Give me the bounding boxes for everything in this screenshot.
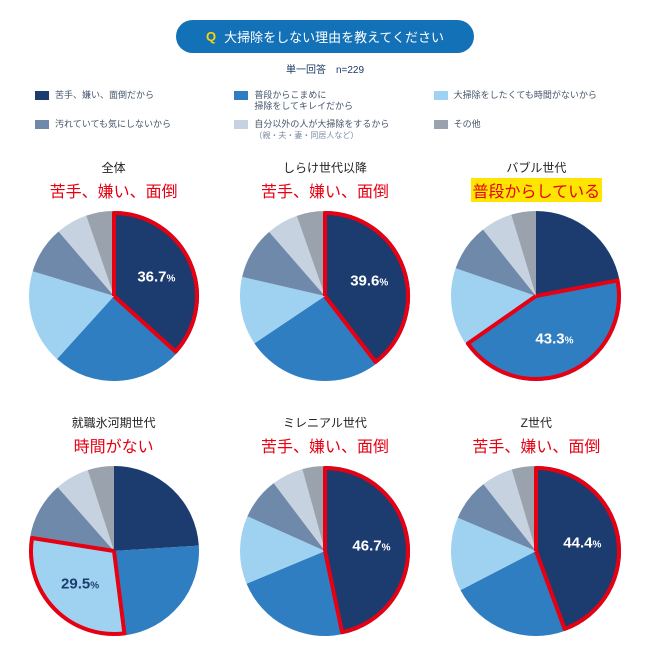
pct-label: 39.6% bbox=[350, 272, 388, 289]
chart-cell: バブル世代普段からしている 43.3% bbox=[438, 159, 635, 386]
legend-label: 普段からこまめに掃除をしてキレイだから bbox=[254, 90, 353, 113]
chart-highlight: 苦手、嫌い、面倒 bbox=[48, 178, 180, 202]
page-title: 大掃除をしない理由を教えてください bbox=[224, 27, 444, 46]
chart-highlight: 普段からしている bbox=[471, 178, 603, 202]
legend-label: 大掃除をしたくても時間がないから bbox=[454, 90, 597, 101]
chart-title: 就職氷河期世代 bbox=[15, 414, 212, 431]
pie-chart: 29.5% bbox=[24, 461, 204, 641]
chart-title: バブル世代 bbox=[438, 159, 635, 176]
legend-swatch bbox=[434, 91, 448, 100]
chart-highlight: 苦手、嫌い、面倒 bbox=[470, 433, 602, 457]
chart-title: ミレニアル世代 bbox=[226, 414, 423, 431]
pie-chart: 46.7% bbox=[235, 461, 415, 641]
legend-label: 自分以外の人が大掃除をするから（親・夫・妻・同居人など） bbox=[254, 119, 389, 142]
legend-item: 苦手、嫌い、面倒だから bbox=[35, 90, 216, 113]
chart-cell: Z世代苦手、嫌い、面倒 44.4% bbox=[438, 414, 635, 641]
pct-label: 43.3% bbox=[535, 331, 573, 348]
legend-item: 普段からこまめに掃除をしてキレイだから bbox=[234, 90, 415, 113]
chart-cell: ミレニアル世代苦手、嫌い、面倒 46.7% bbox=[226, 414, 423, 641]
title-pill: Q 大掃除をしない理由を教えてください bbox=[176, 20, 474, 53]
legend-swatch bbox=[234, 120, 248, 129]
chart-cell: 全体苦手、嫌い、面倒 36.7% bbox=[15, 159, 212, 386]
pie-chart: 43.3% bbox=[446, 206, 626, 386]
legend-swatch bbox=[35, 91, 49, 100]
pct-label: 36.7% bbox=[137, 269, 175, 286]
q-icon: Q bbox=[206, 29, 216, 44]
pct-label: 29.5% bbox=[61, 575, 99, 592]
chart-title: Z世代 bbox=[438, 414, 635, 431]
pct-label: 46.7% bbox=[352, 538, 390, 555]
chart-highlight: 苦手、嫌い、面倒 bbox=[259, 178, 391, 202]
pie-chart: 36.7% bbox=[24, 206, 204, 386]
chart-highlight: 時間がない bbox=[72, 433, 156, 457]
legend-item: 大掃除をしたくても時間がないから bbox=[434, 90, 615, 113]
legend-swatch bbox=[234, 91, 248, 100]
pie-slice bbox=[114, 546, 199, 636]
subtitle: 単一回答 n=229 bbox=[15, 61, 635, 76]
chart-cell: 就職氷河期世代時間がない 29.5% bbox=[15, 414, 212, 641]
chart-cell: しらけ世代以降苦手、嫌い、面倒 39.6% bbox=[226, 159, 423, 386]
legend-item: その他 bbox=[434, 119, 615, 142]
chart-title: しらけ世代以降 bbox=[226, 159, 423, 176]
legend-label: 苦手、嫌い、面倒だから bbox=[55, 90, 154, 101]
pie-chart: 39.6% bbox=[235, 206, 415, 386]
pie-slice bbox=[114, 466, 199, 551]
legend-swatch bbox=[35, 120, 49, 129]
chart-highlight: 苦手、嫌い、面倒 bbox=[259, 433, 391, 457]
pie-chart: 44.4% bbox=[446, 461, 626, 641]
chart-title: 全体 bbox=[15, 159, 212, 176]
chart-grid: 全体苦手、嫌い、面倒 36.7% しらけ世代以降苦手、嫌い、面倒 39.6% バブル世代… bbox=[15, 159, 635, 641]
legend-label: 汚れていても気にしないから bbox=[55, 119, 171, 130]
pct-label: 44.4% bbox=[563, 534, 601, 551]
legend-item: 自分以外の人が大掃除をするから（親・夫・妻・同居人など） bbox=[234, 119, 415, 142]
legend-label: その他 bbox=[454, 119, 481, 130]
legend-swatch bbox=[434, 120, 448, 129]
legend: 苦手、嫌い、面倒だから 普段からこまめに掃除をしてキレイだから 大掃除をしたくても時… bbox=[15, 90, 635, 159]
legend-item: 汚れていても気にしないから bbox=[35, 119, 216, 142]
